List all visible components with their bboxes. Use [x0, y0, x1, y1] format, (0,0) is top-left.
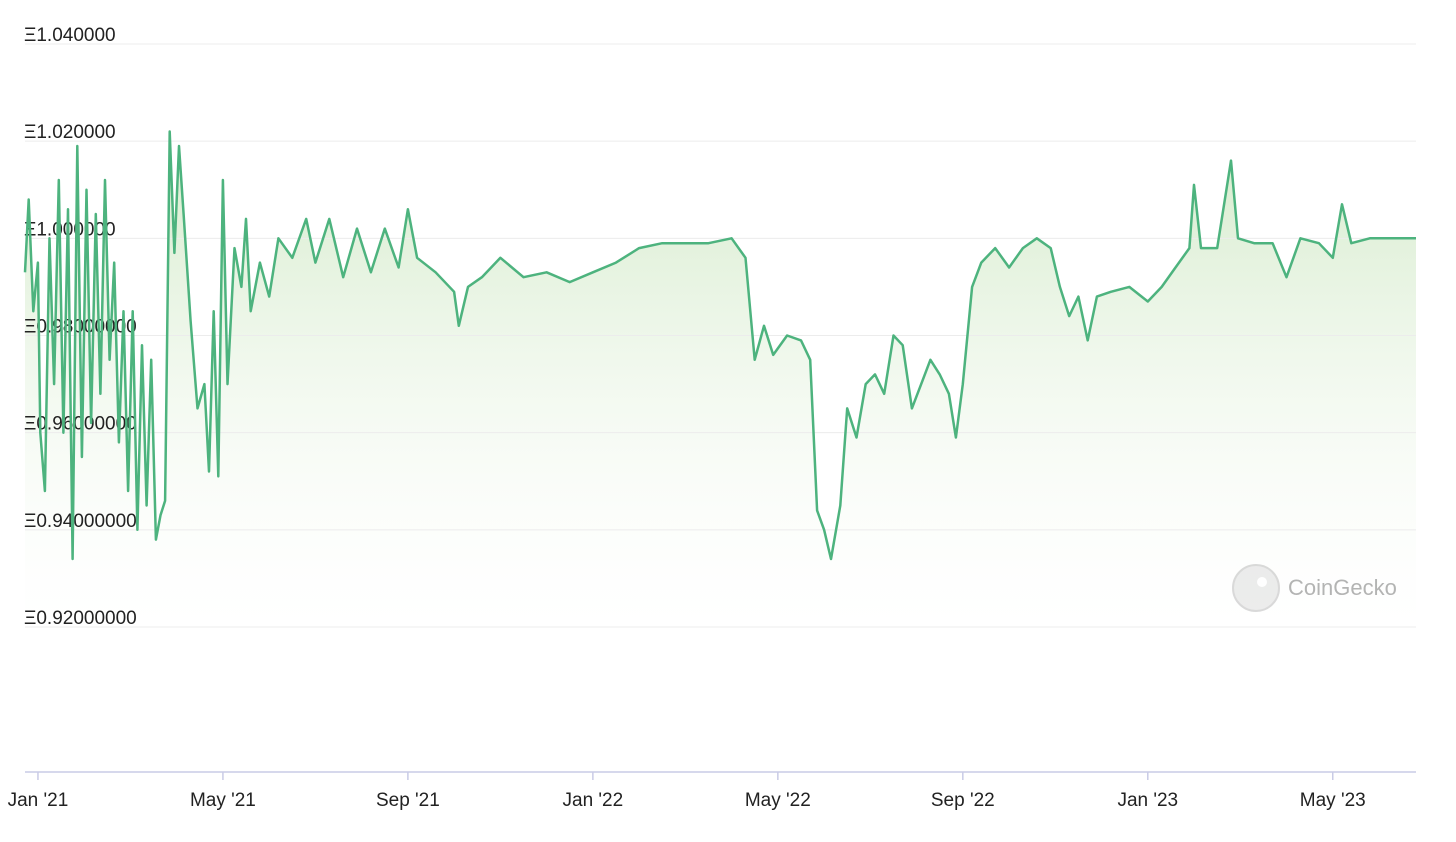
x-tick-label: May '22	[745, 790, 811, 811]
x-tick-label: May '23	[1300, 790, 1366, 811]
watermark-logo	[1232, 564, 1280, 612]
watermark: CoinGecko	[1232, 564, 1397, 612]
y-tick-label: Ξ0.94000000	[24, 511, 137, 532]
y-tick-label: Ξ0.92000000	[24, 608, 137, 629]
x-tick-label: Sep '21	[376, 790, 440, 811]
watermark-eye	[1257, 577, 1267, 587]
y-tick-label: Ξ1.000000	[24, 219, 116, 240]
x-tick-label: Sep '22	[931, 790, 995, 811]
area	[25, 131, 1416, 627]
x-tick-label: Jan '23	[1117, 790, 1178, 811]
x-tick-label: Jan '22	[563, 790, 624, 811]
price-line	[23, 130, 1416, 561]
y-tick-label: Ξ1.020000	[24, 122, 116, 143]
x-tick-label: May '21	[190, 790, 256, 811]
x-tick-label: Jan '21	[8, 790, 69, 811]
y-tick-label: Ξ1.040000	[24, 25, 116, 46]
watermark-text: CoinGecko	[1288, 575, 1397, 600]
